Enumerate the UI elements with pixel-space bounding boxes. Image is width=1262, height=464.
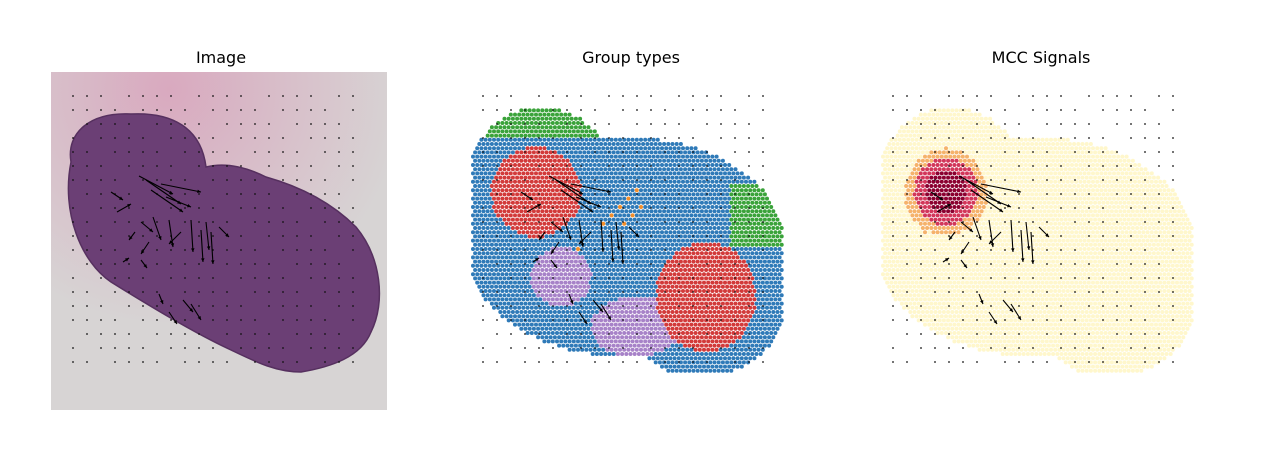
panel-title: MCC Signals	[991, 48, 1091, 67]
spot-grid	[72, 95, 354, 363]
spot-grid	[482, 95, 764, 363]
histology-figure	[51, 72, 387, 410]
signal-figure	[881, 95, 1194, 373]
flow-arrows	[520, 175, 640, 325]
tissue-section	[67, 113, 381, 373]
cluster-figure	[471, 95, 784, 373]
signal-spots	[881, 108, 1194, 373]
panel-title: Image	[195, 48, 247, 67]
flow-arrows	[930, 175, 1050, 325]
panel-title: Group types	[582, 48, 680, 67]
cluster-spots	[471, 108, 784, 373]
flow-arrows	[110, 175, 230, 325]
panel-group-types: Group types	[461, 40, 801, 420]
panel-image: Image	[51, 40, 391, 420]
panel-mcc-signals: MCC Signals	[871, 40, 1211, 420]
